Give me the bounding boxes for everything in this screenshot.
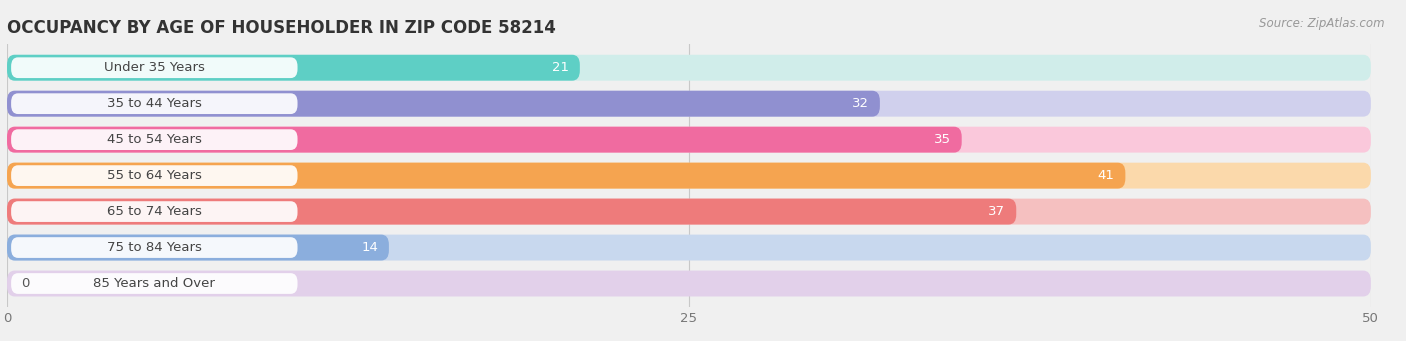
- FancyBboxPatch shape: [7, 270, 1371, 296]
- FancyBboxPatch shape: [11, 57, 298, 78]
- FancyBboxPatch shape: [7, 55, 1371, 81]
- FancyBboxPatch shape: [7, 199, 1371, 224]
- Text: 14: 14: [361, 241, 378, 254]
- Text: 37: 37: [988, 205, 1005, 218]
- Text: 35: 35: [934, 133, 950, 146]
- FancyBboxPatch shape: [11, 237, 298, 258]
- FancyBboxPatch shape: [11, 165, 298, 186]
- Text: 35 to 44 Years: 35 to 44 Years: [107, 97, 201, 110]
- FancyBboxPatch shape: [11, 201, 298, 222]
- Text: OCCUPANCY BY AGE OF HOUSEHOLDER IN ZIP CODE 58214: OCCUPANCY BY AGE OF HOUSEHOLDER IN ZIP C…: [7, 19, 555, 37]
- FancyBboxPatch shape: [7, 235, 1371, 261]
- FancyBboxPatch shape: [7, 199, 1017, 224]
- Text: 55 to 64 Years: 55 to 64 Years: [107, 169, 201, 182]
- FancyBboxPatch shape: [11, 273, 298, 294]
- FancyBboxPatch shape: [7, 127, 1371, 152]
- FancyBboxPatch shape: [7, 163, 1371, 189]
- FancyBboxPatch shape: [7, 91, 1371, 117]
- FancyBboxPatch shape: [7, 163, 1125, 189]
- FancyBboxPatch shape: [11, 93, 298, 114]
- Text: Source: ZipAtlas.com: Source: ZipAtlas.com: [1260, 17, 1385, 30]
- Text: 45 to 54 Years: 45 to 54 Years: [107, 133, 201, 146]
- FancyBboxPatch shape: [7, 235, 389, 261]
- FancyBboxPatch shape: [7, 91, 880, 117]
- FancyBboxPatch shape: [7, 127, 962, 152]
- Text: Under 35 Years: Under 35 Years: [104, 61, 205, 74]
- Text: 21: 21: [553, 61, 569, 74]
- Text: 85 Years and Over: 85 Years and Over: [93, 277, 215, 290]
- Text: 0: 0: [21, 277, 30, 290]
- Text: 41: 41: [1098, 169, 1115, 182]
- FancyBboxPatch shape: [7, 55, 579, 81]
- FancyBboxPatch shape: [11, 129, 298, 150]
- Text: 65 to 74 Years: 65 to 74 Years: [107, 205, 201, 218]
- Text: 32: 32: [852, 97, 869, 110]
- Text: 75 to 84 Years: 75 to 84 Years: [107, 241, 201, 254]
